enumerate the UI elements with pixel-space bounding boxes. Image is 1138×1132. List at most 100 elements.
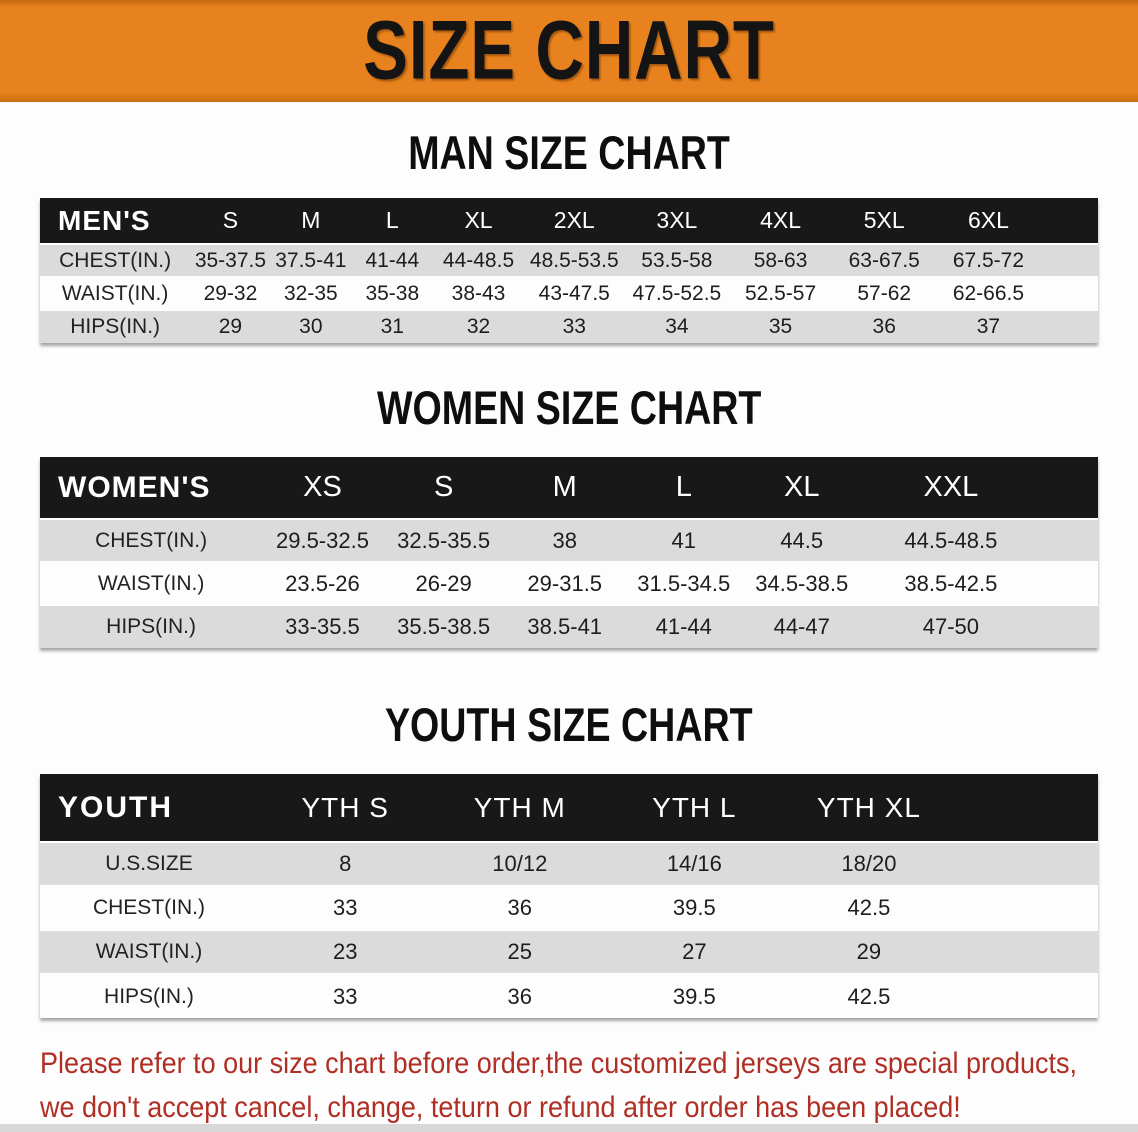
page-title: SIZE CHART [363, 4, 775, 97]
women-size-header-xxl: XXL [860, 457, 1041, 519]
youth-size-header-l: YTH L [607, 774, 782, 842]
row-label: HIPS(IN.) [40, 604, 263, 648]
cell: 38 [504, 518, 626, 562]
spacer-cell [1040, 309, 1098, 343]
women-waist-row: WAIST(IN.) 23.5-26 26-29 29-31.5 31.5-34… [40, 561, 1098, 605]
women-header-row: WOMEN'S XS S M L XL XXL [40, 457, 1098, 519]
cell: 52.5-57 [728, 276, 833, 310]
cell: 23.5-26 [262, 561, 383, 605]
row-label: WAIST(IN.) [40, 276, 191, 310]
cell: 35 [728, 309, 833, 343]
youth-section-heading: YOUTH SIZE CHART [0, 700, 1138, 750]
cell: 47.5-52.5 [625, 276, 729, 310]
cell: 44-47 [742, 604, 861, 648]
cell: 29-31.5 [504, 561, 626, 605]
cell: 36 [432, 885, 608, 930]
men-header-row: MEN'S S M L XL 2XL 3XL 4XL 5XL 6XL [40, 198, 1098, 244]
row-label: WAIST(IN.) [40, 561, 263, 605]
spacer-cell [956, 929, 1098, 974]
cell: 33 [523, 309, 626, 343]
cell: 41 [625, 518, 743, 562]
cell: 32 [433, 309, 524, 343]
cell: 44.5-48.5 [860, 518, 1041, 562]
row-label: HIPS(IN.) [40, 309, 191, 343]
men-size-header-3xl: 3XL [625, 198, 729, 244]
cell: 35-38 [351, 276, 434, 310]
cell: 33 [257, 973, 433, 1018]
men-size-table: MEN'S S M L XL 2XL 3XL 4XL 5XL 6XL CHEST… [40, 198, 1098, 343]
spacer-cell [1040, 198, 1098, 244]
row-label: HIPS(IN.) [40, 973, 258, 1018]
women-size-table: WOMEN'S XS S M L XL XXL CHEST(IN.) 29.5-… [40, 457, 1098, 648]
women-hips-row: HIPS(IN.) 33-35.5 35.5-38.5 38.5-41 41-4… [40, 604, 1098, 648]
cell: 63-67.5 [832, 243, 937, 277]
cell: 31.5-34.5 [625, 561, 743, 605]
cell: 10/12 [432, 841, 608, 886]
footer-note-line-2: we don't accept cancel, change, teturn o… [40, 1091, 961, 1124]
cell: 38.5-41 [504, 604, 626, 648]
cell: 48.5-53.5 [523, 243, 626, 277]
footer-note-line-1: Please refer to our size chart before or… [40, 1047, 1078, 1080]
women-size-header-l: L [625, 457, 743, 519]
cell: 37.5-41 [270, 243, 352, 277]
row-label: CHEST(IN.) [40, 518, 263, 562]
men-size-header-5xl: 5XL [832, 198, 937, 244]
youth-table-label: YOUTH [40, 774, 258, 842]
spacer-cell [1040, 561, 1098, 605]
cell: 41-44 [625, 604, 743, 648]
spacer-cell [1040, 457, 1098, 519]
men-chest-row: CHEST(IN.) 35-37.5 37.5-41 41-44 44-48.5… [40, 243, 1098, 277]
cell: 8 [257, 841, 433, 886]
size-chart-banner: SIZE CHART [0, 0, 1138, 102]
cell: 33-35.5 [262, 604, 383, 648]
men-size-header-m: M [270, 198, 352, 244]
cell: 44-48.5 [433, 243, 524, 277]
spacer-cell [956, 885, 1098, 930]
cell: 62-66.5 [936, 276, 1041, 310]
women-size-header-m: M [504, 457, 626, 519]
men-waist-row: WAIST(IN.) 29-32 32-35 35-38 38-43 43-47… [40, 276, 1098, 310]
women-size-header-xl: XL [742, 457, 861, 519]
men-table-label: MEN'S [40, 198, 191, 244]
row-label: WAIST(IN.) [40, 929, 258, 974]
spacer-cell [1040, 518, 1098, 562]
cell: 32-35 [270, 276, 352, 310]
youth-size-header-xl: YTH XL [781, 774, 957, 842]
youth-size-header-s: YTH S [257, 774, 433, 842]
cell: 33 [257, 885, 433, 930]
cell: 57-62 [832, 276, 937, 310]
cell: 36 [432, 973, 608, 1018]
cell: 58-63 [728, 243, 833, 277]
cell: 18/20 [781, 841, 957, 886]
men-size-header-l: L [351, 198, 434, 244]
youth-chest-row: CHEST(IN.) 33 36 39.5 42.5 [40, 885, 1098, 930]
spacer-cell [1040, 604, 1098, 648]
cell: 31 [351, 309, 434, 343]
spacer-cell [956, 774, 1098, 842]
men-size-header-xl: XL [433, 198, 524, 244]
cell: 43-47.5 [523, 276, 626, 310]
cell: 67.5-72 [936, 243, 1041, 277]
bottom-edge-strip [0, 1124, 1138, 1132]
row-label: CHEST(IN.) [40, 885, 258, 930]
men-section-heading: MAN SIZE CHART [0, 128, 1138, 178]
cell: 38-43 [433, 276, 524, 310]
cell: 32.5-35.5 [382, 518, 505, 562]
men-size-header-s: S [190, 198, 271, 244]
youth-size-header-m: YTH M [432, 774, 608, 842]
women-size-header-s: S [382, 457, 505, 519]
cell: 37 [936, 309, 1041, 343]
cell: 29 [781, 929, 957, 974]
cell: 34.5-38.5 [742, 561, 861, 605]
row-label: CHEST(IN.) [40, 243, 191, 277]
youth-size-table: YOUTH YTH S YTH M YTH L YTH XL U.S.SIZE … [40, 774, 1098, 1018]
cell: 35-37.5 [190, 243, 271, 277]
cell: 42.5 [781, 973, 957, 1018]
row-label: U.S.SIZE [40, 841, 258, 886]
cell: 29 [190, 309, 271, 343]
men-size-header-4xl: 4XL [728, 198, 833, 244]
women-size-header-xs: XS [262, 457, 383, 519]
cell: 47-50 [860, 604, 1041, 648]
cell: 30 [270, 309, 352, 343]
cell: 14/16 [607, 841, 782, 886]
